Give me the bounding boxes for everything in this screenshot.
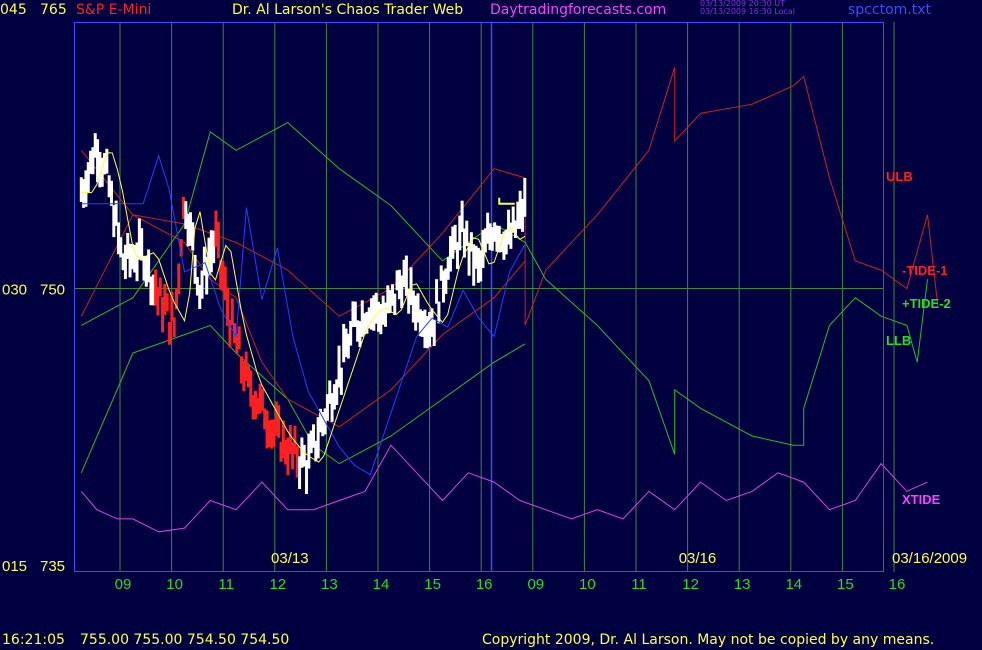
x-hour-label: 12 (682, 576, 699, 593)
timestamp-ut: 03/13/2009 20:30 UT (700, 0, 785, 8)
series-label: +TIDE-2 (902, 296, 951, 311)
footer-time: 16:21:05 (2, 632, 65, 648)
symbol-label: S&P E-Mini (76, 2, 152, 18)
data-file-label: spcctom.txt (848, 2, 931, 18)
series-label: XTIDE (902, 492, 941, 507)
end-date-label: 03/16/2009 (892, 550, 967, 567)
x-hour-label: 10 (166, 576, 183, 593)
x-hour-label: 16 (889, 576, 906, 593)
x-hour-label: 16 (476, 576, 493, 593)
x-hour-label: 10 (579, 576, 596, 593)
x-hour-label: 11 (218, 576, 234, 593)
x-hour-label: 14 (785, 576, 802, 593)
x-axis-hour-labels: 09 10 11 12 13 14 15 16 09 10 11 12 13 14 15 16 (115, 576, 906, 593)
y-left-top: 045 (0, 2, 27, 18)
series-tide1-line (80, 149, 526, 428)
timestamp-block: 03/13/2009 20:30 UT 03/13/2009 16:30 Loc… (700, 0, 795, 16)
y-price-top: 765 (40, 2, 67, 18)
series-label: ULB (886, 169, 913, 184)
x-hour-label: 12 (269, 576, 286, 593)
x-hour-label: 13 (734, 576, 751, 593)
x-hour-label: 09 (115, 576, 132, 593)
x-hour-label: 11 (631, 576, 647, 593)
series-llb-line (81, 121, 928, 455)
series-label: LLB (886, 333, 911, 348)
x-hour-label: 13 (321, 576, 338, 593)
chart-title: Dr. Al Larson's Chaos Trader Web (232, 2, 464, 18)
current-price-marker (498, 197, 515, 205)
series-xtide-line (80, 444, 928, 533)
series-ulb-line (80, 67, 939, 326)
series-labels: ULB -TIDE-1 +TIDE-2 LLB XTIDE (886, 169, 951, 507)
y-axis-labels: 030 750 015 735 (2, 282, 65, 576)
x-hour-label: 15 (424, 576, 441, 593)
series-tide2-line (80, 324, 526, 473)
x-hour-label: 14 (373, 576, 390, 593)
timestamp-local: 03/13/2009 16:30 Local (700, 7, 795, 16)
x-hour-label: 09 (527, 576, 544, 593)
series-label: -TIDE-1 (902, 263, 948, 278)
y-price-label: 735 (40, 558, 65, 575)
y-price-label: 750 (40, 282, 65, 299)
date-label: 03/13 (271, 550, 309, 567)
yellow-average-line (81, 152, 526, 463)
site-link[interactable]: Daytradingforecasts.com (490, 2, 667, 18)
price-bars (79, 133, 527, 495)
y-left-label: 030 (2, 282, 27, 299)
footer-quotes: 755.00 755.00 754.50 754.50 (80, 632, 290, 648)
footer-copyright: Copyright 2009, Dr. Al Larson. May not b… (482, 632, 935, 648)
date-labels: 03/13 03/16 (271, 550, 716, 567)
y-left-label: 015 (2, 558, 27, 575)
blue-average-line (81, 154, 526, 476)
date-label: 03/16 (679, 550, 717, 567)
hour-gridlines (119, 22, 895, 572)
x-hour-label: 15 (837, 576, 854, 593)
